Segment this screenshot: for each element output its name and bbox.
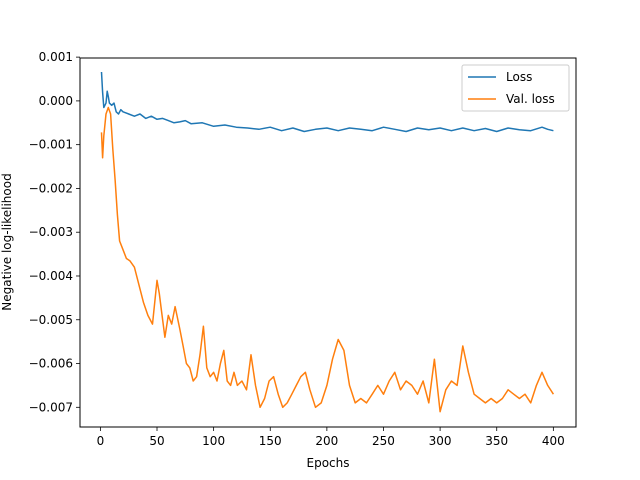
x-tick-label: 300 [429, 434, 452, 448]
x-tick-label: 350 [485, 434, 508, 448]
legend: Loss Val. loss [461, 64, 570, 112]
y-tick-label: −0.007 [29, 400, 73, 414]
series-line-val-loss [100, 106, 555, 413]
axes-frame [79, 57, 577, 428]
x-tick-label: 200 [315, 434, 338, 448]
y-axis-label: Negative log-likelihood [0, 173, 14, 310]
y-tick-label: −0.001 [29, 138, 73, 152]
series-line-loss [100, 71, 554, 133]
x-axis-label: Epochs [307, 456, 350, 470]
series-layer [100, 71, 555, 413]
x-tick-label: 0 [97, 434, 105, 448]
y-tick-label: −0.002 [29, 181, 73, 195]
x-tick-label: 150 [259, 434, 282, 448]
y-tick-label: −0.003 [29, 225, 73, 239]
y-tick-label: 0.000 [39, 94, 73, 108]
x-tick-label: 400 [542, 434, 565, 448]
y-axis: 0.001 0.000 −0.001 −0.002 −0.003 −0.004 −0.005… [29, 50, 80, 414]
x-axis: 0 50 100 150 200 250 300 350 400 [97, 427, 565, 448]
y-tick-label: 0.001 [39, 50, 73, 64]
y-tick-label: −0.005 [29, 313, 73, 327]
x-tick-label: 250 [372, 434, 395, 448]
x-tick-label: 50 [149, 434, 164, 448]
x-tick-label: 100 [202, 434, 225, 448]
y-tick-label: −0.006 [29, 357, 73, 371]
legend-label: Loss [506, 70, 532, 84]
y-tick-label: −0.004 [29, 269, 73, 283]
legend-label: Val. loss [506, 92, 555, 106]
